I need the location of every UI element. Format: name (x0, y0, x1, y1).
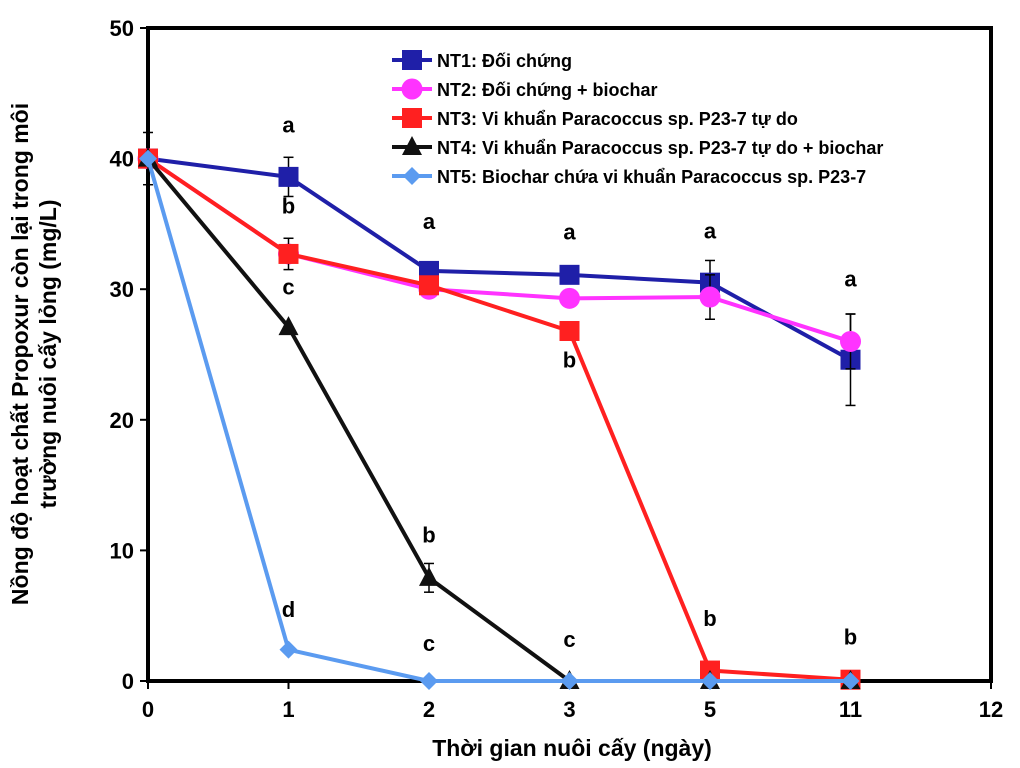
data-point (278, 166, 299, 187)
significance-letter: c (423, 631, 435, 656)
legend-entry-5: NT5: Biochar chứa vi khuẩn Paracoccus sp… (392, 167, 866, 187)
significance-letter: a (844, 267, 857, 292)
x-tick-label: 5 (704, 697, 716, 722)
series-line (147, 156, 852, 362)
y-axis-title-line-1: Nồng độ hoạt chất Propoxur còn lại trong… (7, 103, 33, 605)
y-tick-label: 50 (110, 16, 134, 41)
data-point (139, 149, 157, 168)
data-point (278, 243, 299, 264)
series-line (146, 156, 851, 682)
significance-letter: a (423, 209, 436, 234)
x-tick-label: 0 (142, 697, 154, 722)
significance-letter: b (563, 348, 576, 373)
annotation-layer: a b c d a b c a b c a b a b (282, 112, 858, 655)
data-point (701, 672, 719, 690)
data-point (841, 672, 860, 690)
legend: NT1: Đối chứng NT2: Đối chứng + biochar NT… (392, 50, 883, 187)
x-tick-label: 2 (423, 697, 435, 722)
data-point (419, 275, 439, 296)
legend-label: NT5: Biochar chứa vi khuẩn Paracoccus sp… (437, 167, 866, 187)
legend-label: NT2: Đối chứng + biochar (437, 80, 658, 100)
y-tick-label: 40 (110, 147, 134, 172)
legend-entry-2: NT2: Đối chứng + biochar (392, 78, 658, 100)
significance-letter: b (422, 523, 435, 548)
legend-marker (402, 50, 422, 70)
legend-entry-4: NT4: Vi khuẩn Paracoccus sp. P23-7 tự do… (392, 136, 883, 158)
data-point (560, 672, 579, 690)
data-point (699, 286, 721, 308)
data-point (420, 672, 438, 690)
significance-letter: c (282, 274, 294, 299)
significance-letter: a (704, 218, 717, 243)
data-point (278, 316, 299, 336)
legend-marker (401, 78, 423, 100)
significance-letter: d (282, 597, 295, 622)
data-point (840, 330, 861, 352)
y-axis-title: Nồng độ hoạt chất Propoxur còn lại trong… (7, 103, 61, 605)
legend-entry-1: NT1: Đối chứng (392, 50, 572, 71)
legend-entry-3: NT3: Vi khuẩn Paracoccus sp. P23-7 tự do (392, 108, 798, 129)
series-line (146, 158, 851, 683)
y-tick-label: 0 (122, 669, 134, 694)
y-tick-label: 20 (110, 408, 134, 433)
x-tick-label: 12 (979, 697, 1003, 722)
data-point (419, 566, 439, 586)
significance-letter: c (563, 627, 575, 652)
legend-marker (402, 108, 422, 128)
legend-marker (402, 136, 422, 155)
series-5 (139, 131, 860, 690)
legend-marker (403, 167, 421, 185)
x-axis-title: Thời gian nuôi cấy (ngày) (432, 735, 712, 761)
series-layer (137, 131, 861, 690)
data-point (559, 287, 580, 309)
legend-label: NT1: Đối chứng (437, 51, 572, 71)
x-tick-label: 11 (839, 697, 862, 722)
significance-letter: b (844, 624, 857, 649)
significance-letter: b (282, 193, 295, 218)
legend-label: NT3: Vi khuẩn Paracoccus sp. P23-7 tự do (437, 109, 798, 129)
data-point (559, 264, 580, 285)
data-point (279, 640, 298, 659)
y-tick-label: 10 (110, 538, 134, 563)
significance-letter: b (703, 606, 716, 631)
y-tick-label: 30 (110, 277, 134, 302)
legend-label: NT4: Vi khuẩn Paracoccus sp. P23-7 tự do… (437, 138, 883, 158)
x-tick-label: 1 (282, 697, 294, 722)
x-tick-label: 3 (563, 697, 575, 722)
y-axis-title-line-2: trường nuôi cấy lỏng (mg/L) (35, 200, 61, 509)
significance-letter: a (563, 220, 576, 245)
data-point (559, 320, 580, 341)
significance-letter: a (282, 112, 295, 137)
